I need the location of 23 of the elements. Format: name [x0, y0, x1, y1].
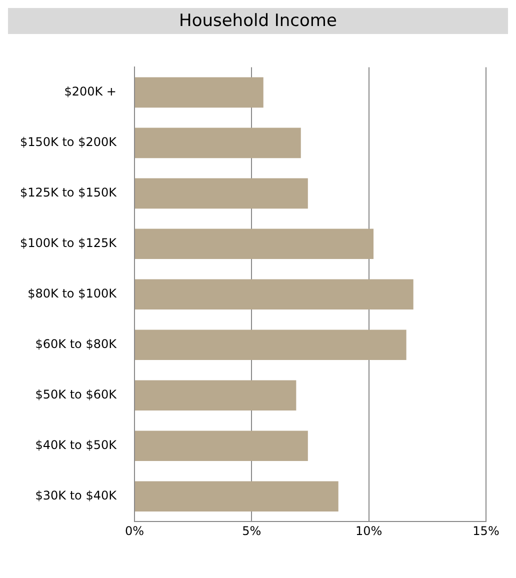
bar: [134, 128, 301, 158]
x-tick-label: 10%: [355, 524, 382, 538]
bar: [134, 330, 406, 360]
y-tick-label: $100K to $125K: [20, 236, 118, 250]
y-tick-label: $30K to $40K: [35, 488, 118, 502]
chart-title: Household Income: [8, 8, 508, 34]
y-tick-label: $200K +: [64, 84, 116, 99]
y-tick-label: $125K to $150K: [20, 186, 118, 200]
x-tick-label: 0%: [124, 524, 144, 538]
bar: [134, 430, 308, 462]
x-tick-label: 5%: [242, 524, 262, 538]
y-tick-label: $150K to $200K: [20, 135, 118, 150]
x-tick-label: 15%: [472, 524, 500, 538]
bar: [134, 178, 308, 209]
y-tick-label: $80K to $100K: [28, 286, 118, 301]
bar: [134, 77, 264, 108]
y-tick-label: $40K to $50K: [35, 438, 118, 452]
bar: [134, 279, 414, 310]
bar: [134, 228, 374, 260]
bar: [134, 380, 296, 411]
y-tick-label: $50K to $60K: [35, 388, 118, 402]
bar: [134, 481, 338, 512]
y-tick-label: $60K to $80K: [35, 337, 118, 352]
